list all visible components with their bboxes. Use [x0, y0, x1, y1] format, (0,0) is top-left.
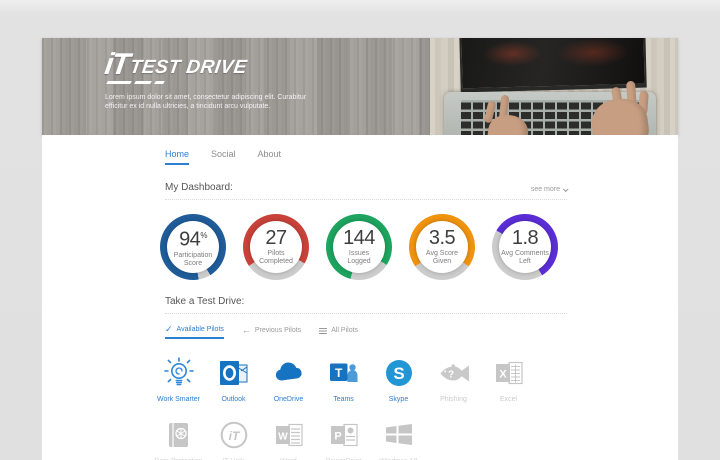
- svg-text:S: S: [393, 364, 404, 383]
- nav-tab-about[interactable]: About: [257, 149, 282, 159]
- logo: iT TEST DRIVE: [102, 48, 306, 81]
- testdrive-title: Take a Test Drive:: [165, 296, 245, 307]
- svg-text:?: ?: [447, 370, 453, 381]
- outlook-icon: [217, 355, 251, 391]
- see-more-link[interactable]: see more: [531, 185, 569, 193]
- windows-icon: [382, 417, 416, 453]
- gauge-row: 94% Participation Score 27 Pilots Complete…: [155, 214, 563, 280]
- lightbulb-icon: [162, 355, 196, 391]
- tile-windows-10[interactable]: Windows 10: [371, 417, 426, 460]
- nav-tab-social[interactable]: Social: [211, 149, 236, 159]
- tile-onedrive[interactable]: OneDrive: [261, 355, 316, 404]
- tile-powerpoint[interactable]: P PowerPoint: [316, 417, 371, 460]
- gauge-avg-score-given: 3.5 Avg Score Given: [404, 214, 480, 280]
- tile-outlook[interactable]: Outlook: [206, 355, 261, 404]
- tab-previous-pilots[interactable]: ← Previous Pilots: [241, 325, 302, 335]
- logo-stripes-decoration: [106, 81, 306, 84]
- svg-text:P: P: [334, 431, 341, 443]
- gauge-ring: 94% Participation Score: [160, 214, 226, 280]
- tile-word[interactable]: W Word: [261, 417, 316, 460]
- skype-icon: S: [382, 355, 416, 391]
- header-banner: iT TEST DRIVE Lorem ipsum dolor sit amet…: [42, 38, 678, 135]
- gauge-pilots-completed: 27 Pilots Completed: [238, 214, 314, 280]
- arrow-left-icon: ←: [241, 325, 251, 335]
- check-icon: ✓: [165, 324, 173, 334]
- tile-teams[interactable]: T Teams: [316, 355, 371, 404]
- teams-icon: T: [327, 355, 361, 391]
- pilot-tile-row-2: Data Protection iT IT Help Scheduler: [151, 417, 567, 460]
- pilot-tile-row-1: Work Smarter Outlook: [151, 355, 567, 404]
- excel-icon: X: [492, 355, 526, 391]
- gauge-avg-comments-left: 1.8 Avg Comments Left: [487, 214, 563, 280]
- tile-excel[interactable]: X Excel: [481, 355, 536, 404]
- tile-it-help-scheduler[interactable]: iT IT Help Scheduler: [206, 417, 261, 460]
- header-tagline: Lorem ipsum dolor sit amet, consectetur …: [105, 94, 307, 110]
- svg-text:W: W: [278, 432, 288, 443]
- gauge-issues-logged: 144 Issues Logged: [321, 214, 397, 280]
- svg-text:X: X: [499, 369, 507, 381]
- svg-text:iT: iT: [228, 429, 240, 443]
- tile-data-protection[interactable]: Data Protection: [151, 417, 206, 460]
- gauge-ring: 1.8 Avg Comments Left: [492, 214, 558, 280]
- gauge-ring: 27 Pilots Completed: [243, 214, 309, 280]
- tab-all-pilots[interactable]: All Pilots: [319, 327, 358, 339]
- tab-available-pilots[interactable]: ✓ Available Pilots: [165, 324, 224, 339]
- svg-text:T: T: [335, 366, 343, 380]
- it-circle-icon: iT: [217, 417, 251, 453]
- gauge-ring: 144 Issues Logged: [326, 214, 392, 280]
- onedrive-cloud-icon: [272, 355, 306, 391]
- gauge-participation-score: 94% Participation Score: [155, 214, 231, 280]
- banner-photo: [430, 38, 678, 135]
- logo-it-mark: iT: [102, 48, 131, 81]
- book-shield-icon: [162, 417, 196, 453]
- tile-work-smarter[interactable]: Work Smarter: [151, 355, 206, 404]
- gauge-ring: 3.5 Avg Score Given: [409, 214, 475, 280]
- powerpoint-icon: P: [327, 417, 361, 453]
- chevron-down-icon: [562, 185, 569, 192]
- testdrive-divider: [165, 313, 567, 314]
- tile-skype[interactable]: S Skype: [371, 355, 426, 404]
- laptop-screen: [459, 38, 647, 93]
- word-icon: W: [272, 417, 306, 453]
- tile-phishing[interactable]: ? Phishing: [426, 355, 481, 404]
- dashboard-title: My Dashboard:: [165, 182, 233, 193]
- phishing-fish-icon: ?: [437, 355, 471, 391]
- content-card: Home Social About My Dashboard: see more…: [42, 135, 678, 460]
- logo-text: TEST DRIVE: [128, 57, 249, 78]
- pilot-tabs: ✓ Available Pilots ← Previous Pilots All…: [165, 324, 567, 339]
- main-nav: Home Social About: [165, 135, 567, 165]
- nav-tab-home[interactable]: Home: [165, 149, 190, 165]
- dashboard-divider: [165, 199, 567, 200]
- list-icon: [319, 327, 328, 334]
